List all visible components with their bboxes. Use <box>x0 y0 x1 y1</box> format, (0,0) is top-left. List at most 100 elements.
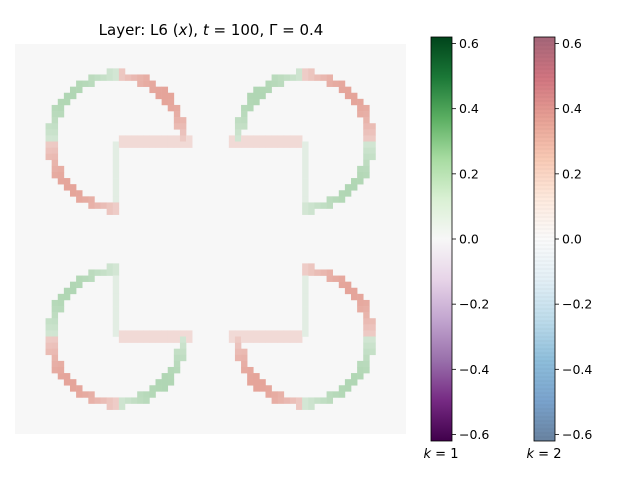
heatmap-cell <box>247 135 254 142</box>
heatmap-cell <box>161 373 169 380</box>
heatmap-cell <box>363 306 370 313</box>
heatmap-cell <box>253 86 260 94</box>
heatmap-cell <box>112 293 120 301</box>
heatmap-cell <box>363 129 370 136</box>
heatmap-cell <box>326 391 333 398</box>
heatmap-cell <box>271 336 279 343</box>
heatmap-cell <box>118 74 126 81</box>
heatmap-cell <box>143 135 150 142</box>
heatmap-cell <box>302 269 309 276</box>
heatmap-cell <box>143 397 150 404</box>
heatmap-cell <box>155 141 162 148</box>
heatmap-cell <box>241 111 248 118</box>
heatmap-cell <box>149 330 156 337</box>
heatmap-cell <box>51 366 59 374</box>
heatmap-cell <box>57 104 65 112</box>
heatmap-cell <box>277 74 285 81</box>
heatmap-cell <box>179 354 187 362</box>
heatmap-cell <box>69 281 77 289</box>
heatmap-cell <box>88 196 95 203</box>
heatmap-cell <box>302 397 309 404</box>
heatmap-cell <box>363 147 370 154</box>
heatmap-cell <box>253 373 260 380</box>
heatmap-cell <box>137 135 144 142</box>
heatmap-cell <box>314 269 321 276</box>
heatmap-cell <box>302 208 309 215</box>
heatmap-cell <box>167 379 175 386</box>
heatmap-cell <box>88 74 95 81</box>
heatmap-cell <box>45 123 52 130</box>
heatmap-cell <box>302 403 309 410</box>
heatmap-cell <box>88 269 95 276</box>
heatmap-cell <box>228 141 236 148</box>
heatmap-cell <box>161 86 169 94</box>
heatmap-cell <box>357 98 364 106</box>
heatmap-cell <box>363 342 370 349</box>
heatmap-cell <box>63 184 71 191</box>
heatmap-cell <box>155 336 162 343</box>
heatmap-cell <box>302 202 309 209</box>
heatmap-cell <box>112 190 120 197</box>
heatmap-cell <box>57 360 65 368</box>
heatmap-cell <box>143 330 150 337</box>
heatmap-cell <box>363 318 370 325</box>
heatmap-cell <box>241 336 248 343</box>
colorbar-k2-tick-label: −0.6 <box>562 427 592 442</box>
heatmap-cell <box>112 397 120 404</box>
heatmap-cell <box>137 74 144 81</box>
heatmap-cell <box>332 80 340 87</box>
heatmap-cell <box>88 391 95 398</box>
heatmap-cell <box>57 171 65 179</box>
heatmap-cell <box>63 287 71 295</box>
heatmap-cell <box>149 391 156 398</box>
heatmap-cell <box>332 275 340 282</box>
heatmap-cell <box>57 165 65 173</box>
heatmap-cell <box>363 104 370 112</box>
heatmap-cell <box>57 366 65 374</box>
heatmap-cell <box>51 171 59 179</box>
heatmap-cell <box>69 379 77 386</box>
heatmap-cell <box>253 385 260 392</box>
heatmap-cell <box>51 159 59 167</box>
heatmap-cell <box>112 196 120 203</box>
heatmap-cell <box>82 196 89 203</box>
heatmap-cell <box>112 74 120 81</box>
heatmap-cell <box>363 117 370 124</box>
heatmap-cell <box>167 336 175 343</box>
heatmap-cell <box>131 74 138 81</box>
colorbar-k1-gradient <box>431 37 452 441</box>
heatmap-cell <box>247 92 254 100</box>
heatmap-cell <box>63 98 71 106</box>
heatmap-cell <box>253 92 260 100</box>
heatmap-cell <box>363 153 370 161</box>
heatmap-cell <box>234 129 242 136</box>
heatmap-cell <box>112 159 120 167</box>
heatmap-cell <box>344 385 352 392</box>
heatmap-cell <box>155 385 162 392</box>
heatmap-cell <box>271 397 279 404</box>
heatmap-cell <box>302 165 309 173</box>
heatmap-cell <box>161 92 169 100</box>
heatmap-cell <box>253 379 260 386</box>
heatmap-cell <box>265 86 272 94</box>
heatmap-cell <box>296 135 303 142</box>
heatmap-cell <box>112 287 120 295</box>
heatmap-cell <box>289 141 297 148</box>
heatmap-cell <box>45 348 52 356</box>
heatmap-cell <box>131 141 138 148</box>
heatmap-cell <box>131 336 138 343</box>
heatmap-cell <box>173 111 181 118</box>
heatmap-cell <box>265 385 272 392</box>
heatmap-cell <box>69 190 77 197</box>
colorbar-k2-tick-label: −0.4 <box>562 362 592 377</box>
heatmap-cell <box>45 153 52 161</box>
heatmap-cell <box>338 281 346 289</box>
heatmap-cell <box>302 159 309 167</box>
heatmap-cell <box>76 80 83 87</box>
heatmap-cell <box>320 74 327 81</box>
heatmap-cell <box>241 366 248 374</box>
heatmap-cell <box>271 80 279 87</box>
heatmap-cell <box>326 275 333 282</box>
colorbar-k2-gradient <box>534 37 555 441</box>
heatmap-cell <box>106 397 114 404</box>
